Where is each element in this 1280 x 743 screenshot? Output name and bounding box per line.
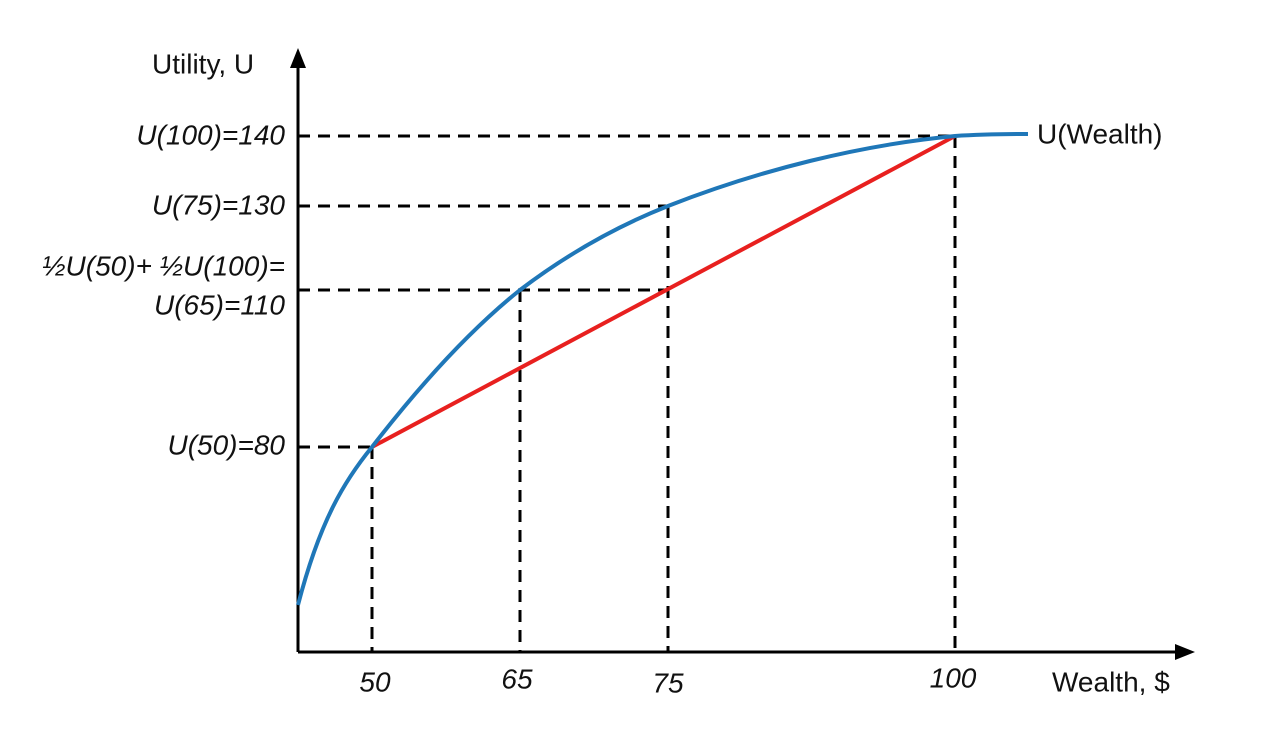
x-axis-label: Wealth, $ [1052,666,1170,697]
y-label: U(100)=140 [136,119,285,150]
axis-lines [296,60,1185,654]
guide-lines [298,134,957,652]
chord-line [371,134,956,449]
x-label: 75 [652,667,684,698]
guide-50 [298,445,374,652]
guide-65 [298,288,668,652]
y-label: U(50)=80 [167,429,285,460]
guide-75 [298,204,670,652]
x-arrow [1175,644,1195,660]
guide-100 [298,134,957,652]
y-label: U(65)=110 [154,289,285,320]
utility-curve [296,132,1029,606]
y-arrow [290,48,306,68]
y-label: ½U(50)+ ½U(100)= [42,250,285,281]
curve-label: U(Wealth) [1037,118,1163,149]
x-label: 100 [930,662,977,693]
y-label: U(75)=130 [152,189,286,220]
y-axis-label: Utility, U [152,48,254,79]
axes [296,60,1185,654]
x-label: 65 [501,663,533,694]
x-label: 50 [359,666,391,697]
